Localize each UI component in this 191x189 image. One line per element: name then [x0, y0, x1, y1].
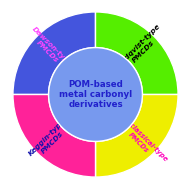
Circle shape [49, 48, 142, 141]
Text: Dawson-type
PMCDs: Dawson-type PMCDs [26, 25, 73, 72]
Text: POM-based
metal carbonyl
derivatives: POM-based metal carbonyl derivatives [59, 80, 132, 109]
Wedge shape [13, 12, 96, 94]
Wedge shape [13, 94, 96, 177]
Text: nonclassical-type
PMCDs: nonclassical-type PMCDs [114, 113, 169, 168]
Wedge shape [96, 94, 178, 177]
Text: Keggin-type
PMCDs: Keggin-type PMCDs [28, 118, 72, 163]
Text: Lindqvist-type
PMCDs: Lindqvist-type PMCDs [116, 23, 167, 74]
Wedge shape [96, 12, 178, 94]
